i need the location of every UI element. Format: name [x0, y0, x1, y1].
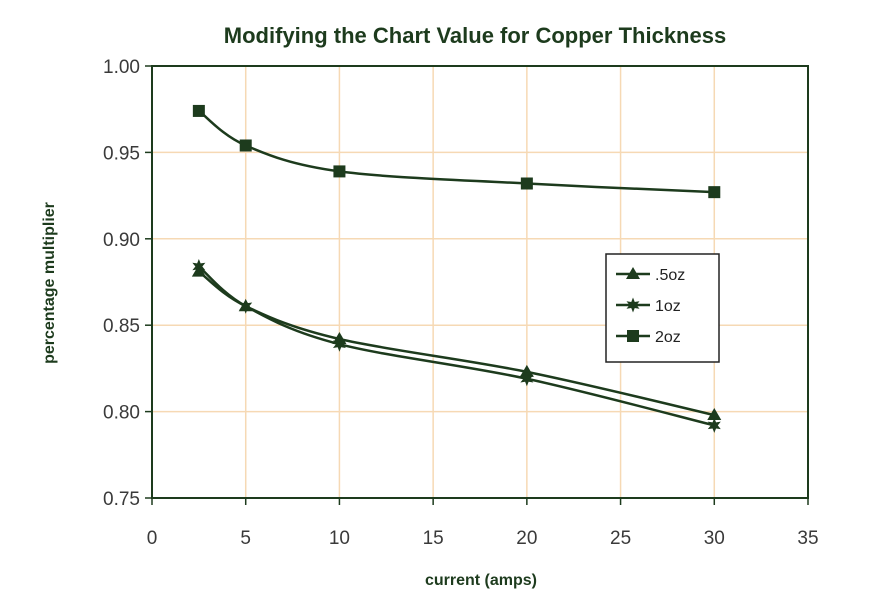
x-tick-label: 30: [704, 528, 725, 549]
x-axis-ticks: 0 5 10 15 20 25 30 35: [147, 498, 819, 549]
data-point-2oz: [520, 177, 533, 190]
legend: .5oz 1oz 2oz: [605, 253, 720, 363]
data-point-5oz: [519, 364, 534, 377]
x-tick-label: 35: [797, 528, 818, 549]
y-tick-label: 0.85: [103, 316, 140, 337]
data-point-1oz: [239, 298, 253, 314]
series-1oz: [192, 258, 721, 433]
plot-frame: [151, 65, 809, 499]
legend-marker-2oz: [627, 330, 639, 342]
legend-marker-5oz: [626, 267, 640, 279]
legend-item-1oz: 1oz: [616, 297, 681, 315]
data-point-5oz: [707, 408, 722, 421]
legend-label: .5oz: [655, 267, 685, 284]
y-axis-ticks: 1.00 0.95 0.90 0.85 0.80 0.75: [103, 57, 152, 510]
series-2oz: [192, 104, 721, 199]
data-point-1oz: [707, 417, 721, 433]
y-tick-label: 0.95: [103, 143, 140, 164]
y-axis-label: percentage multiplier: [41, 202, 58, 364]
data-point-2oz: [333, 165, 346, 178]
y-tick-label: 1.00: [103, 57, 140, 78]
x-tick-label: 25: [610, 528, 631, 549]
legend-box: [605, 253, 720, 363]
series-group: [191, 104, 722, 433]
legend-marker-1oz: [626, 297, 640, 313]
x-tick-label: 5: [240, 528, 251, 549]
y-tick-label: 0.75: [103, 489, 140, 510]
legend-label: 1oz: [655, 298, 681, 315]
x-tick-label: 20: [516, 528, 537, 549]
legend-label: 2oz: [655, 329, 681, 346]
data-point-1oz: [332, 336, 346, 352]
legend-item-2oz: 2oz: [616, 329, 681, 346]
x-tick-label: 0: [147, 528, 158, 549]
data-point-1oz: [520, 371, 534, 387]
data-point-2oz: [708, 186, 721, 199]
legend-item-5oz: .5oz: [616, 267, 685, 284]
x-axis-label: current (amps): [425, 572, 537, 589]
x-tick-label: 10: [329, 528, 350, 549]
chart-title: Modifying the Chart Value for Copper Thi…: [224, 23, 726, 48]
data-point-1oz: [192, 258, 206, 274]
series-line-2oz: [198, 109, 715, 194]
y-tick-label: 0.80: [103, 403, 140, 424]
x-tick-label: 15: [423, 528, 444, 549]
data-point-2oz: [239, 139, 252, 152]
data-point-2oz: [192, 104, 205, 117]
y-tick-label: 0.90: [103, 230, 140, 251]
